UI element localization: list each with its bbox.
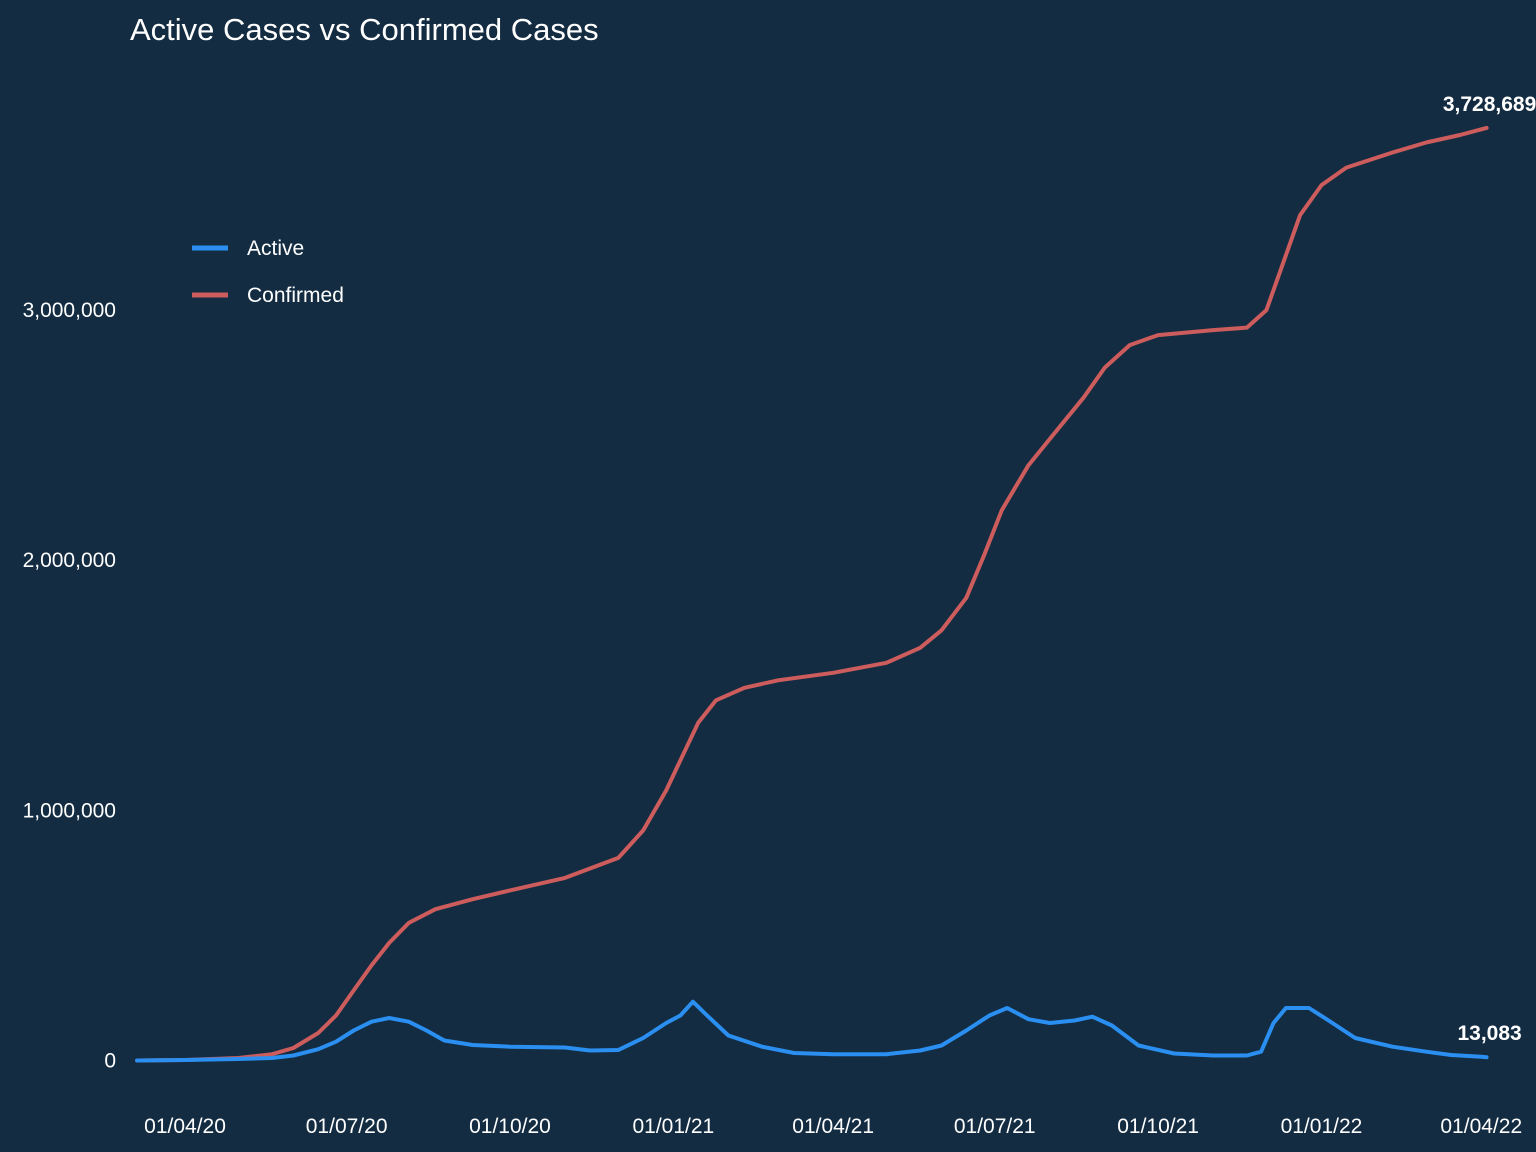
y-tick-label: 1,000,000 xyxy=(23,799,116,822)
y-axis: 0 1,000,000 2,000,000 3,000,000 xyxy=(23,299,116,1072)
y-tick-label: 3,000,000 xyxy=(23,299,116,322)
x-tick-label: 01/04/20 xyxy=(144,1115,226,1138)
x-axis: 01/04/20 01/07/20 01/10/20 01/01/21 01/04/21… xyxy=(144,1115,1522,1138)
y-tick-label: 0 xyxy=(104,1049,116,1072)
series-line-confirmed xyxy=(135,125,1489,1063)
x-tick-label: 01/07/20 xyxy=(306,1115,388,1138)
x-tick-label: 01/04/21 xyxy=(792,1115,874,1138)
x-tick-label: 01/10/21 xyxy=(1117,1115,1199,1138)
legend: Active Confirmed xyxy=(192,237,344,307)
legend-label-active: Active xyxy=(247,237,304,260)
x-tick-label: 01/10/20 xyxy=(469,1115,551,1138)
series-layer xyxy=(135,125,1489,1063)
legend-label-confirmed: Confirmed xyxy=(247,284,344,307)
end-labels: 13,083 3,728,689 xyxy=(1443,93,1536,1045)
x-tick-label: 01/07/21 xyxy=(954,1115,1036,1138)
series-line-active xyxy=(135,999,1489,1063)
end-label-confirmed: 3,728,689 xyxy=(1443,93,1536,116)
end-label-active: 13,083 xyxy=(1457,1022,1521,1045)
x-tick-label: 01/04/22 xyxy=(1440,1115,1522,1138)
y-tick-label: 2,000,000 xyxy=(23,549,116,572)
x-tick-label: 01/01/21 xyxy=(632,1115,714,1138)
chart-title: Active Cases vs Confirmed Cases xyxy=(130,12,599,47)
x-tick-label: 01/01/22 xyxy=(1281,1115,1363,1138)
